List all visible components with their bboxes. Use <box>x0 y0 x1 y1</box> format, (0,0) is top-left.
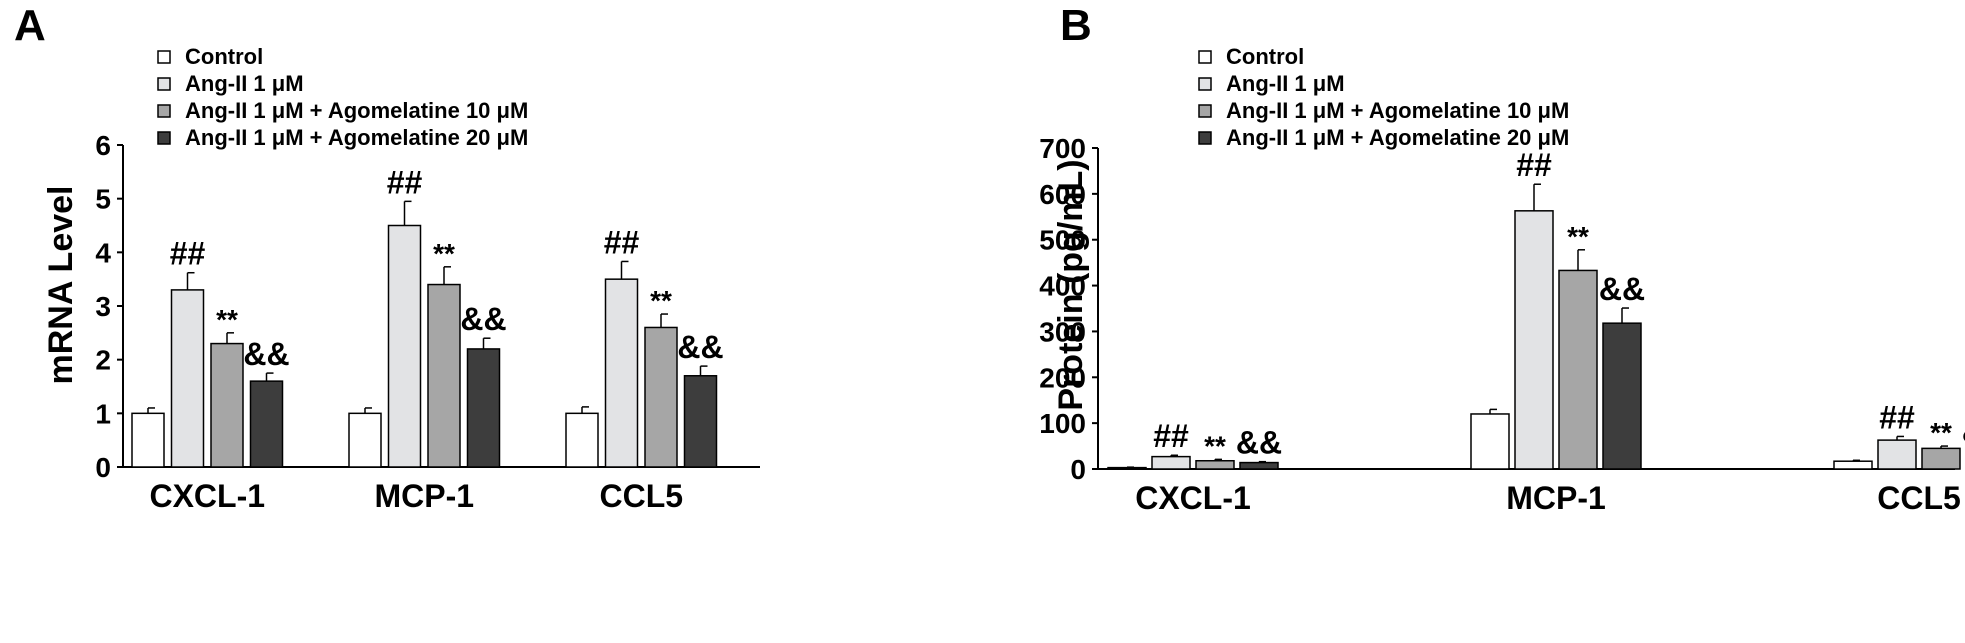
y-tick-label: 4 <box>95 237 111 268</box>
significance-mark: ## <box>1153 418 1189 454</box>
significance-mark: ## <box>604 224 640 260</box>
legend-swatch <box>158 78 170 90</box>
bar <box>1471 414 1509 469</box>
y-tick-label: 2 <box>95 345 111 376</box>
legend-swatch <box>1199 132 1211 144</box>
bar <box>1559 270 1597 469</box>
x-category-label: CCL5 <box>1877 480 1961 516</box>
bar <box>132 413 164 467</box>
bar <box>428 285 460 467</box>
significance-mark: && <box>243 336 289 372</box>
legend-label: Ang-II 1 μM + Agomelatine 20 μM <box>185 125 528 150</box>
bar <box>685 376 717 467</box>
x-category-label: CXCL-1 <box>149 478 265 514</box>
significance-mark: ** <box>1567 221 1589 252</box>
significance-mark: && <box>460 301 506 337</box>
y-tick-label: 700 <box>1039 133 1086 164</box>
x-category-label: CXCL-1 <box>1135 480 1251 516</box>
significance-mark: ** <box>216 304 238 335</box>
significance-mark: ** <box>433 238 455 269</box>
legend-label: Ang-II 1 μM <box>1226 71 1345 96</box>
bar <box>606 279 638 467</box>
bar <box>1196 461 1234 469</box>
bar <box>389 226 421 468</box>
significance-mark: && <box>1599 271 1645 307</box>
bar <box>1240 463 1278 469</box>
panel-label-b: B <box>1060 1 1092 50</box>
significance-mark: ** <box>1930 417 1952 448</box>
legend-label: Ang-II 1 μM <box>185 71 304 96</box>
bar <box>468 349 500 467</box>
y-tick-label: 6 <box>95 130 111 161</box>
bar <box>1922 448 1960 469</box>
significance-mark: ** <box>650 285 672 316</box>
legend-swatch <box>158 132 170 144</box>
legend-label: Ang-II 1 μM + Agomelatine 10 μM <box>1226 98 1569 123</box>
panel-label-a: A <box>14 1 46 50</box>
bar <box>1834 461 1872 469</box>
x-category-label: CCL5 <box>599 478 683 514</box>
bar <box>211 344 243 467</box>
significance-mark: ## <box>387 164 423 200</box>
legend-label: Control <box>185 44 263 69</box>
y-tick-label: 3 <box>95 291 111 322</box>
significance-mark: && <box>1236 425 1282 461</box>
significance-mark: ** <box>1204 430 1226 461</box>
y-tick-label: 100 <box>1039 408 1086 439</box>
legend-swatch <box>1199 105 1211 117</box>
significance-mark: ## <box>170 236 206 272</box>
significance-mark: && <box>677 329 723 365</box>
bar <box>1878 440 1916 469</box>
bar <box>172 290 204 467</box>
bar <box>349 413 381 467</box>
legend-swatch <box>1199 51 1211 63</box>
legend-label: Control <box>1226 44 1304 69</box>
y-tick-label: 0 <box>1070 454 1086 485</box>
significance-mark: ## <box>1879 399 1915 435</box>
legend-swatch <box>158 105 170 117</box>
y-axis-title: Protein (pg/mL) <box>1052 159 1090 410</box>
bar <box>1603 323 1641 469</box>
significance-mark: ## <box>1516 147 1552 183</box>
bar <box>645 327 677 467</box>
x-category-label: MCP-1 <box>374 478 474 514</box>
legend-label: Ang-II 1 μM + Agomelatine 10 μM <box>185 98 528 123</box>
y-tick-label: 5 <box>95 184 111 215</box>
x-category-label: MCP-1 <box>1506 480 1606 516</box>
bar <box>1152 457 1190 469</box>
bar <box>566 413 598 467</box>
bar <box>251 381 283 467</box>
y-axis-title: mRNA Level <box>42 185 80 384</box>
y-tick-label: 1 <box>95 398 111 429</box>
legend-swatch <box>158 51 170 63</box>
bar <box>1515 211 1553 469</box>
legend-swatch <box>1199 78 1211 90</box>
y-tick-label: 0 <box>95 452 111 483</box>
